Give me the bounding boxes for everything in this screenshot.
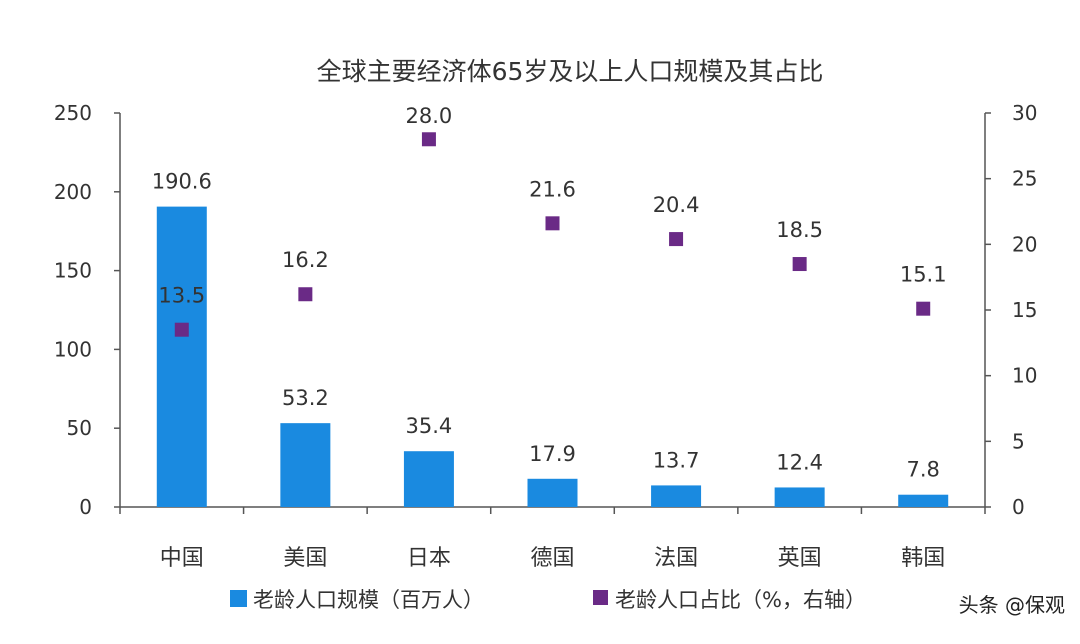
x-tick-label: 英国 (778, 546, 822, 571)
point (298, 287, 313, 302)
point-value-label: 15.1 (900, 263, 947, 287)
left-tick-label: 250 (54, 101, 92, 125)
bar (527, 478, 578, 507)
right-tick-label: 5 (1012, 429, 1025, 453)
point (792, 257, 807, 272)
legend-swatch-point (593, 590, 608, 605)
bar (156, 206, 207, 508)
x-tick-label: 日本 (407, 546, 451, 571)
x-tick-label: 美国 (283, 546, 327, 571)
left-tick-label: 100 (54, 337, 92, 361)
right-tick-label: 10 (1012, 364, 1037, 388)
watermark: 头条 @保观 (959, 593, 1065, 617)
bar-value-label: 35.4 (406, 414, 453, 438)
legend-swatch-bar (230, 590, 247, 607)
x-tick-label: 德国 (530, 546, 574, 571)
bar-value-label: 53.2 (282, 386, 329, 410)
bar (280, 423, 331, 507)
bar-value-label: 12.4 (776, 450, 823, 474)
point (174, 322, 189, 337)
right-tick-label: 20 (1012, 232, 1037, 256)
point-value-label: 28.0 (406, 104, 453, 128)
point-value-label: 18.5 (776, 218, 823, 242)
point-value-label: 20.4 (653, 193, 700, 217)
bar (651, 485, 702, 507)
right-tick-label: 30 (1012, 101, 1037, 125)
point-value-label: 16.2 (282, 248, 329, 272)
x-tick-label: 韩国 (901, 546, 945, 571)
chart-title: 全球主要经济体65岁及以上人口规模及其占比 (317, 57, 824, 86)
x-tick-label: 中国 (160, 546, 204, 571)
point-value-label: 13.5 (158, 284, 205, 308)
bar-value-label: 17.9 (529, 442, 576, 466)
right-tick-label: 0 (1012, 495, 1025, 519)
left-tick-label: 200 (54, 180, 92, 204)
point (545, 216, 560, 231)
point-value-label: 21.6 (529, 177, 576, 201)
bar (403, 451, 454, 507)
legend-label-bar: 老龄人口规模（百万人） (253, 588, 484, 612)
point (916, 301, 931, 316)
right-tick-label: 15 (1012, 298, 1037, 322)
bar (774, 487, 825, 507)
bar-value-label: 13.7 (653, 448, 700, 472)
left-tick-label: 150 (54, 259, 92, 283)
bar (898, 494, 949, 507)
legend: 老龄人口规模（百万人） 老龄人口占比（%，右轴） (230, 588, 866, 612)
bar-value-label: 7.8 (907, 458, 940, 482)
bar-value-label: 190.6 (152, 170, 212, 194)
point (421, 132, 436, 147)
legend-label-point: 老龄人口占比（%，右轴） (615, 588, 866, 612)
left-tick-label: 50 (67, 416, 92, 440)
x-tick-label: 法国 (654, 546, 698, 571)
point (669, 232, 684, 247)
left-tick-label: 0 (79, 495, 92, 519)
right-tick-label: 25 (1012, 167, 1037, 191)
